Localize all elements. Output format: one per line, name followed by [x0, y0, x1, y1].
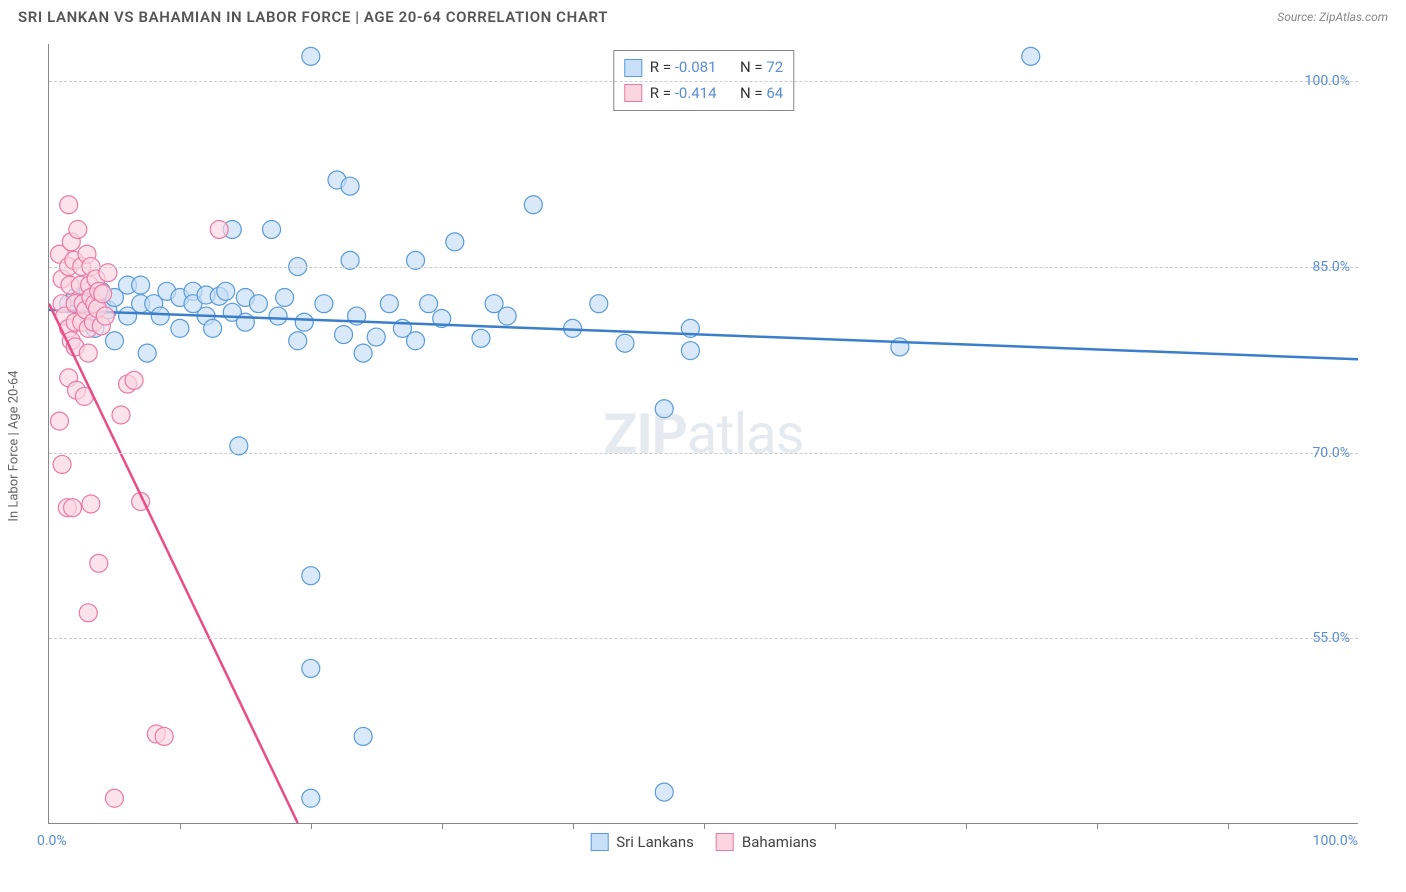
- y-tick-label: 100.0%: [1305, 73, 1350, 89]
- x-tick: [966, 823, 967, 829]
- scatter-point: [472, 329, 490, 347]
- legend-label: Sri Lankans: [616, 833, 694, 851]
- scatter-point: [82, 495, 100, 513]
- x-min-label: 0.0%: [37, 833, 67, 849]
- y-tick-label: 55.0%: [1312, 630, 1350, 646]
- scatter-point: [616, 334, 634, 352]
- scatter-point: [335, 326, 353, 344]
- x-max-label: 100.0%: [1313, 833, 1358, 849]
- x-tick: [835, 823, 836, 829]
- r-stat: R = -0.414: [650, 81, 717, 107]
- scatter-point: [302, 789, 320, 807]
- n-stat: N = 64: [740, 81, 783, 107]
- legend-stat-row: R = -0.414 N = 64: [624, 81, 783, 107]
- scatter-point: [171, 319, 189, 337]
- scatter-point: [217, 282, 235, 300]
- legend-swatch: [624, 84, 642, 102]
- scatter-point: [302, 567, 320, 585]
- r-stat: R = -0.081: [650, 55, 717, 81]
- scatter-point: [125, 371, 143, 389]
- scatter-point: [269, 307, 287, 325]
- scatter-point: [50, 412, 68, 430]
- x-tick: [704, 823, 705, 829]
- legend-item: Bahamians: [716, 833, 817, 851]
- scatter-point: [105, 332, 123, 350]
- scatter-point: [498, 307, 516, 325]
- legend-swatch: [590, 833, 608, 851]
- x-tick: [1228, 823, 1229, 829]
- gridline: [49, 81, 1358, 82]
- scatter-point: [210, 220, 228, 238]
- scatter-point: [263, 220, 281, 238]
- scatter-point: [420, 295, 438, 313]
- scatter-point: [53, 455, 71, 473]
- scatter-point: [276, 288, 294, 306]
- y-tick-label: 85.0%: [1312, 259, 1350, 275]
- scatter-point: [380, 295, 398, 313]
- scatter-point: [681, 342, 699, 360]
- scatter-point: [524, 196, 542, 214]
- legend-stat-row: R = -0.081 N = 72: [624, 55, 783, 81]
- x-tick: [442, 823, 443, 829]
- scatter-point: [94, 285, 112, 303]
- gridline: [49, 267, 1358, 268]
- scatter-point: [155, 727, 173, 745]
- y-tick-label: 70.0%: [1312, 445, 1350, 461]
- scatter-point: [69, 220, 87, 238]
- source-label: Source: ZipAtlas.com: [1277, 10, 1388, 24]
- scatter-point: [105, 789, 123, 807]
- x-tick: [180, 823, 181, 829]
- trend-line: [49, 304, 298, 823]
- scatter-point: [60, 196, 78, 214]
- scatter-point: [249, 295, 267, 313]
- scatter-point: [64, 499, 82, 517]
- scatter-point: [446, 233, 464, 251]
- scatter-point: [354, 727, 372, 745]
- scatter-point: [302, 659, 320, 677]
- legend-label: Bahamians: [742, 833, 817, 851]
- scatter-point: [295, 313, 313, 331]
- x-tick: [573, 823, 574, 829]
- scatter-point: [112, 406, 130, 424]
- chart-plot-area: ZIPatlas R = -0.081 N = 72R = -0.414 N =…: [48, 44, 1358, 824]
- scatter-point: [407, 332, 425, 350]
- scatter-point: [1022, 47, 1040, 65]
- x-tick: [1097, 823, 1098, 829]
- scatter-point: [90, 554, 108, 572]
- scatter-point: [96, 307, 114, 325]
- trend-line: [49, 310, 1358, 359]
- legend-swatch: [624, 59, 642, 77]
- scatter-point: [655, 783, 673, 801]
- legend-item: Sri Lankans: [590, 833, 694, 851]
- scatter-point: [590, 295, 608, 313]
- gridline: [49, 453, 1358, 454]
- scatter-point: [289, 332, 307, 350]
- scatter-point: [655, 400, 673, 418]
- scatter-point: [302, 47, 320, 65]
- gridline: [49, 638, 1358, 639]
- scatter-point: [204, 319, 222, 337]
- x-tick: [311, 823, 312, 829]
- chart-title: SRI LANKAN VS BAHAMIAN IN LABOR FORCE | …: [18, 8, 608, 26]
- legend-series: Sri Lankans Bahamians: [590, 833, 817, 851]
- plot-svg: [49, 44, 1358, 823]
- scatter-point: [315, 295, 333, 313]
- scatter-point: [341, 177, 359, 195]
- scatter-point: [132, 276, 150, 294]
- legend-swatch: [716, 833, 734, 851]
- scatter-point: [354, 344, 372, 362]
- scatter-point: [138, 344, 156, 362]
- scatter-point: [367, 328, 385, 346]
- n-stat: N = 72: [740, 55, 783, 81]
- scatter-point: [79, 604, 97, 622]
- y-axis-label: In Labor Force | Age 20-64: [7, 370, 22, 521]
- scatter-point: [79, 344, 97, 362]
- scatter-point: [151, 307, 169, 325]
